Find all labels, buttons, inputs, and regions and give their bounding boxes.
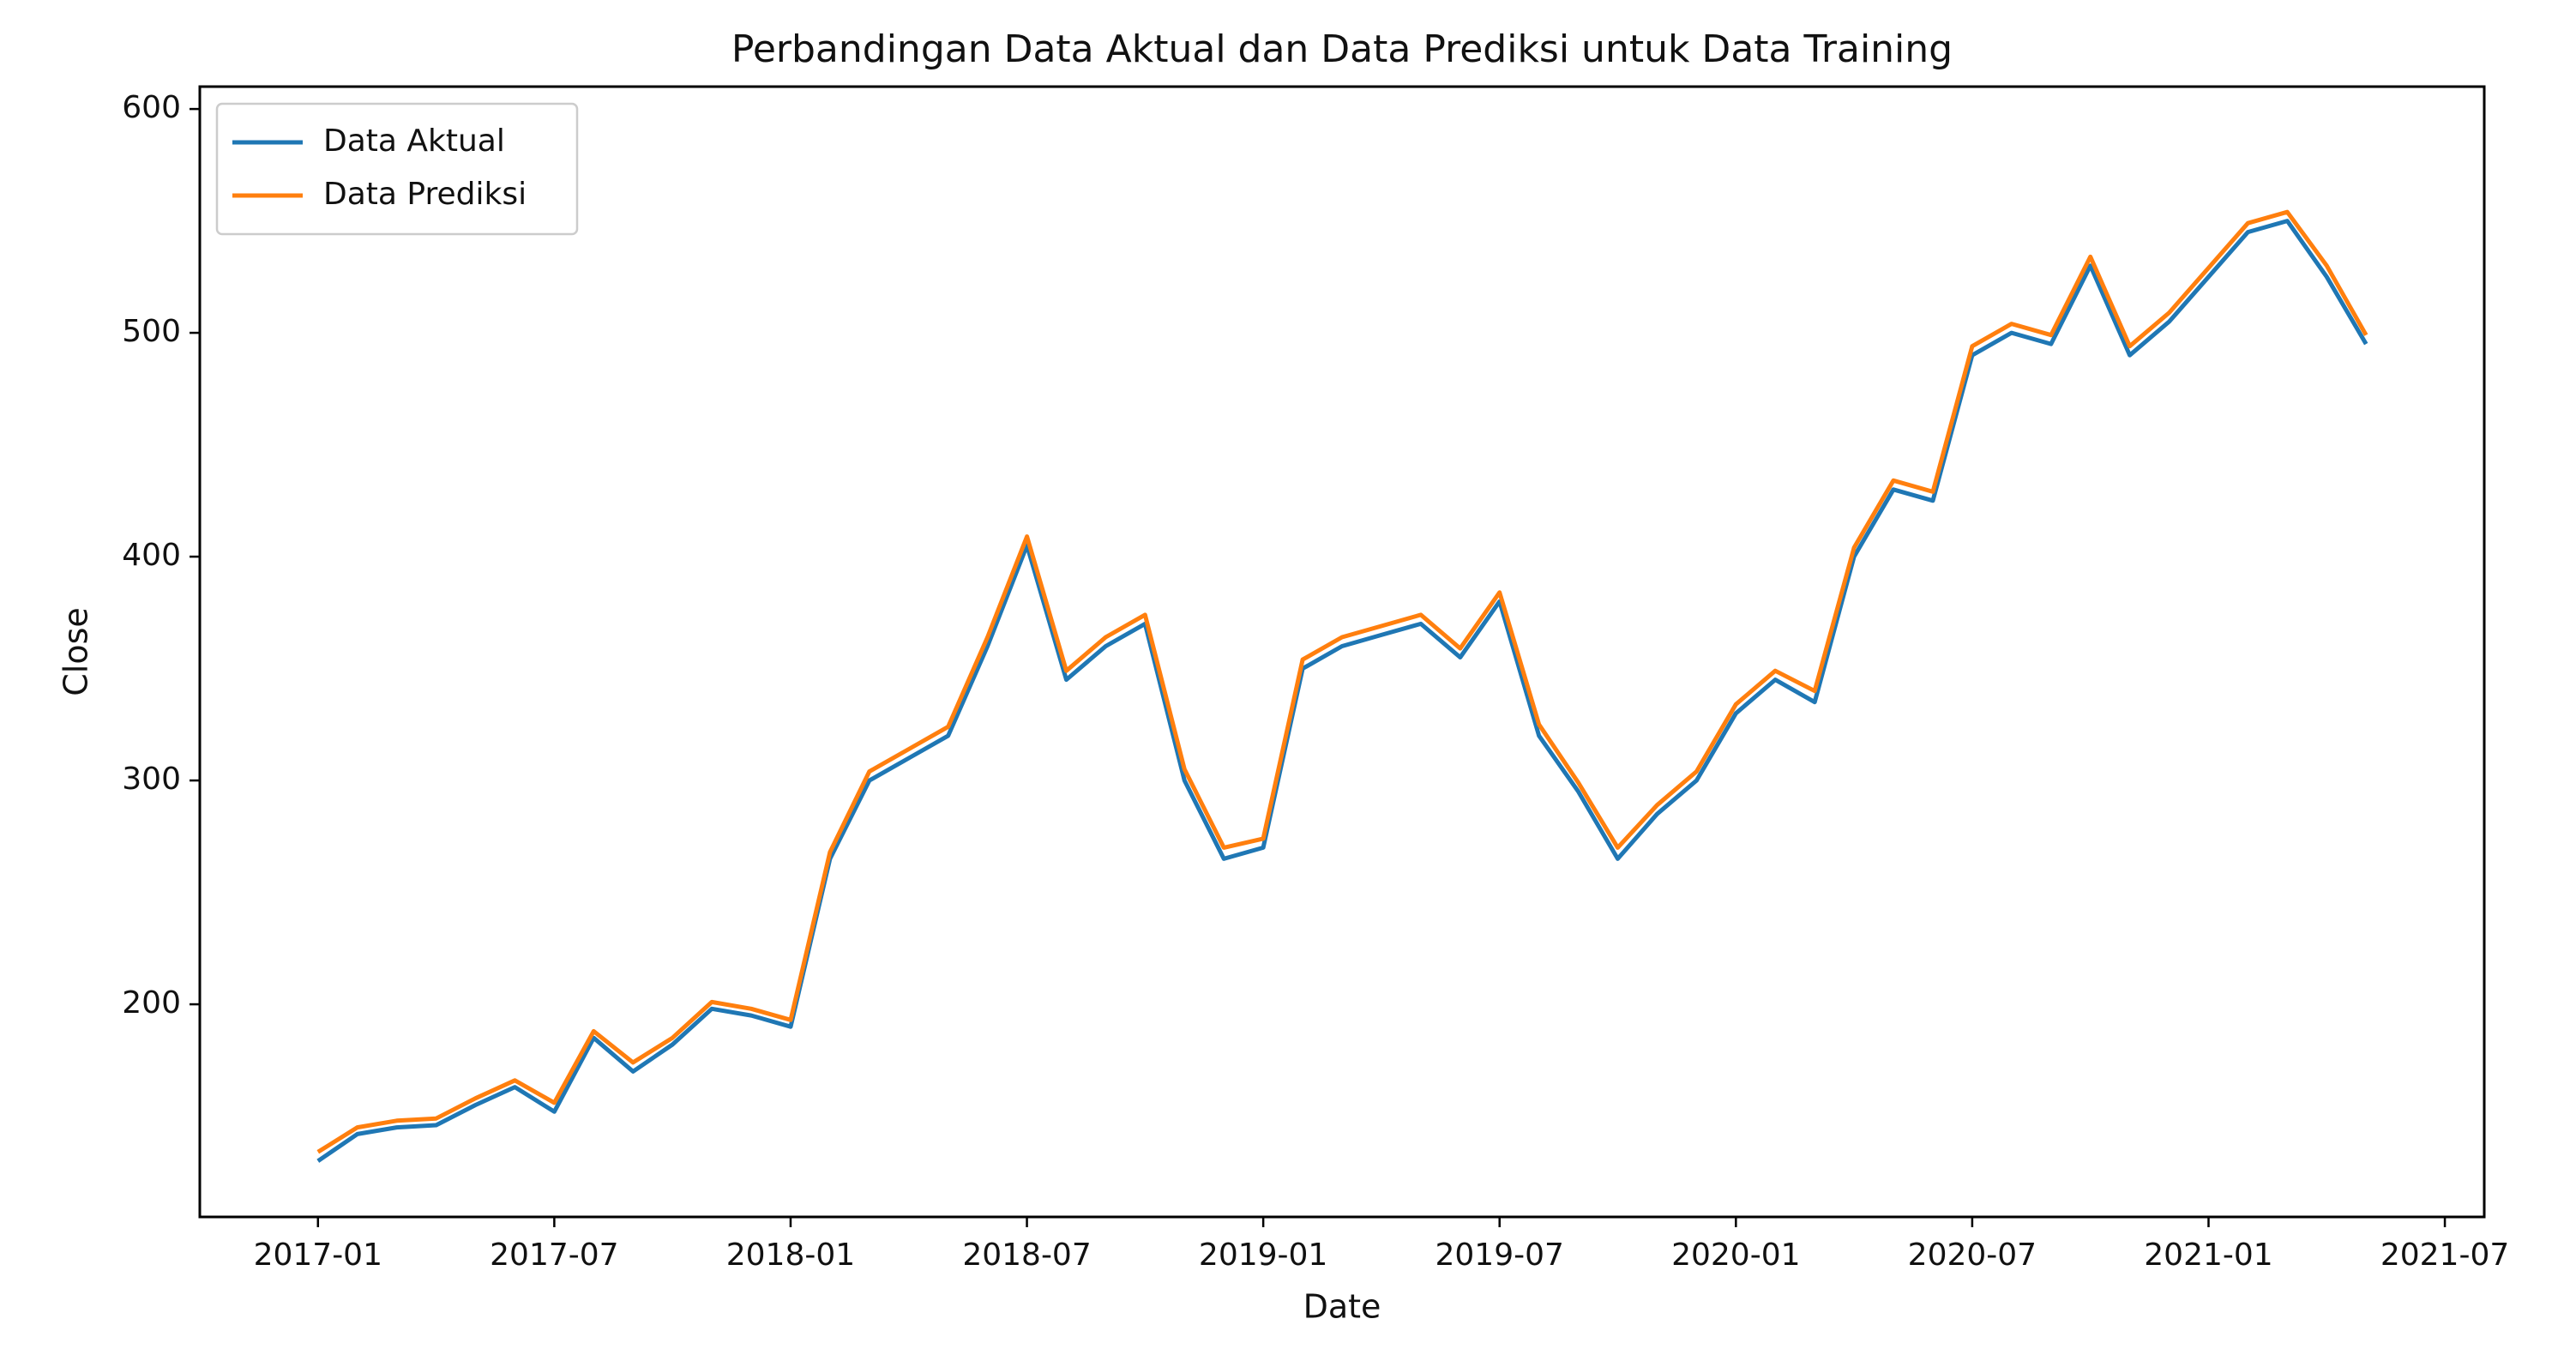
y-tick-label: 400 <box>122 538 181 573</box>
x-tick-label: 2018-07 <box>962 1238 1091 1273</box>
data-line <box>316 219 2368 1163</box>
x-tick-label: 2021-01 <box>2144 1238 2272 1273</box>
y-tick-label: 600 <box>122 90 181 125</box>
x-tick-label: 2017-01 <box>254 1238 382 1273</box>
x-tick-label: 2018-01 <box>726 1238 855 1273</box>
x-axis-label: Date <box>1303 1288 1381 1326</box>
x-tick-label: 2020-01 <box>1671 1238 1800 1273</box>
x-tick-label: 2021-07 <box>2380 1238 2509 1273</box>
plot-frame <box>198 85 2486 1219</box>
x-tick-label: 2019-01 <box>1199 1238 1327 1273</box>
y-axis-label: Close <box>57 607 95 696</box>
data-line <box>316 209 2368 1154</box>
legend-box <box>215 102 579 236</box>
y-tick-label: 300 <box>122 762 181 797</box>
y-tick-label: 500 <box>122 314 181 349</box>
chart-title: Perbandingan Data Aktual dan Data Predik… <box>731 27 1953 71</box>
x-tick-label: 2020-07 <box>1908 1238 2037 1273</box>
x-tick-label: 2019-07 <box>1435 1238 1564 1273</box>
legend-label: Data Aktual <box>323 123 505 159</box>
y-tick-label: 200 <box>122 985 181 1021</box>
legend-label: Data Prediksi <box>323 177 527 212</box>
x-tick-label: 2017-07 <box>490 1238 618 1273</box>
